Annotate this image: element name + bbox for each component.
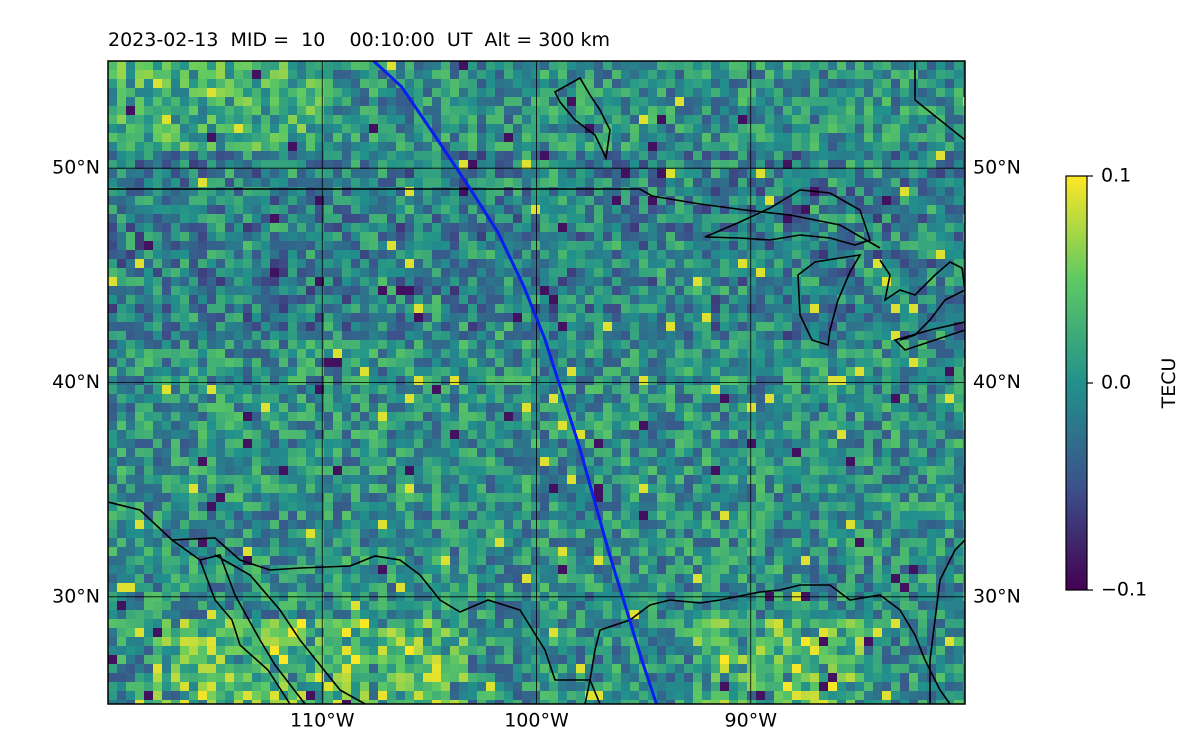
colorbar-gradient	[1065, 175, 1088, 591]
graticule	[108, 61, 965, 704]
latitude-label: 50°N	[52, 157, 100, 179]
lake-erie	[893, 321, 965, 351]
lake-michigan	[797, 253, 862, 347]
colorbar: 0.1 0.0 −0.1 TECU	[1065, 165, 1180, 601]
florida-coast	[929, 539, 965, 704]
tec-field-layer	[108, 61, 965, 704]
latitude-label: 30°N	[973, 585, 1021, 607]
colorbar-label: TECU	[1158, 358, 1180, 410]
satellite-track	[372, 61, 658, 704]
longitude-label: 90°W	[725, 710, 778, 732]
colorbar-tick-label: 0.0	[1101, 372, 1131, 394]
latitude-labels-right: 50°N 40°N 30°N	[973, 157, 1021, 608]
longitude-label: 100°W	[504, 710, 569, 732]
colorbar-tick-label: 0.1	[1101, 165, 1131, 187]
coastlines	[108, 61, 965, 704]
gulf-coast	[584, 584, 951, 704]
sonora-coast	[214, 554, 366, 704]
plot-title: 2023-02-13 MID = 10 00:10:00 UT Alt = 30…	[108, 29, 611, 51]
gulf-of-california	[171, 537, 601, 704]
colorbar-tick-label: −0.1	[1101, 579, 1147, 601]
map-frame	[107, 60, 966, 705]
lake-huron	[879, 259, 965, 341]
latitude-labels-left: 50°N 40°N 30°N	[52, 157, 100, 608]
mexico-coast-west	[108, 501, 291, 704]
colorbar-ticks: 0.1 0.0 −0.1	[1087, 165, 1147, 601]
latitude-label: 40°N	[973, 371, 1021, 393]
northeast-coast	[914, 61, 965, 141]
hudson-bay-coast	[553, 76, 611, 161]
latitude-label: 40°N	[52, 371, 100, 393]
lake-superior	[704, 189, 872, 246]
us-canada-border	[108, 188, 881, 249]
latitude-label: 30°N	[52, 585, 100, 607]
latitude-label: 50°N	[973, 157, 1021, 179]
longitude-labels: 110°W 100°W 90°W	[290, 710, 777, 732]
longitude-label: 110°W	[290, 710, 355, 732]
